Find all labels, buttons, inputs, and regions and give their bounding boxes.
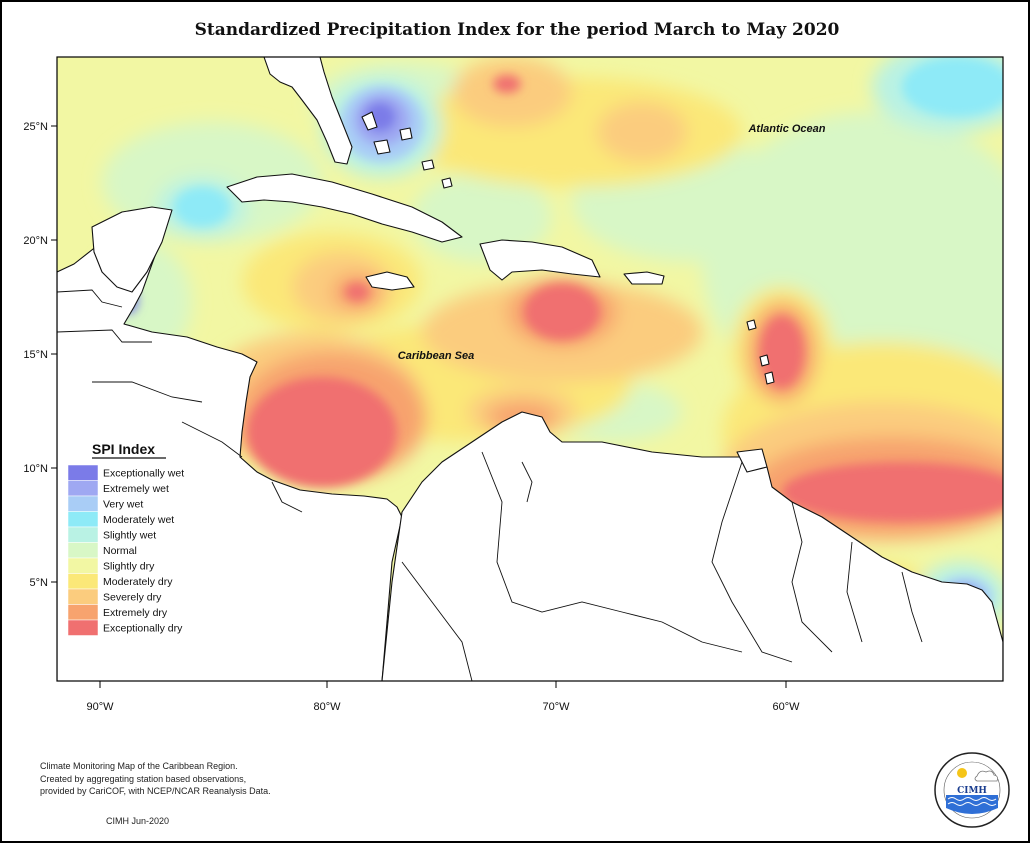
lat-axis: 25°N 20°N 15°N 10°N 5°N <box>23 121 57 589</box>
legend-label: Extremely wet <box>103 483 169 495</box>
legend-swatch <box>67 573 99 590</box>
footer-line-1: Climate Monitoring Map of the Caribbean … <box>40 761 238 771</box>
legend-items: Exceptionally wet Extremely wet Very wet Mo… <box>67 464 184 636</box>
legend-label: Normal <box>103 545 137 557</box>
footer-date: CIMH Jun-2020 <box>106 816 170 826</box>
lon-label-70w: 70°W <box>542 701 570 713</box>
atlantic-ocean-label: Atlantic Ocean <box>747 123 825 135</box>
legend-swatch <box>67 480 99 497</box>
legend-swatch <box>67 464 99 481</box>
legend-label: Severely dry <box>103 592 162 604</box>
cimh-logo: CIMH <box>934 752 1010 828</box>
lat-label-25n: 25°N <box>23 121 48 133</box>
lat-label-5n: 5°N <box>30 577 49 589</box>
footer-line-2: Created by aggregating station based obs… <box>40 773 247 784</box>
legend-swatch <box>67 542 99 559</box>
sun-icon <box>957 768 967 778</box>
lon-label-90w: 90°W <box>86 701 114 713</box>
plot-border <box>56 56 1004 682</box>
legend-swatch <box>67 495 99 512</box>
spi-field <box>57 57 1003 681</box>
legend-label: Slightly dry <box>103 561 155 573</box>
legend-label: Slightly wet <box>103 530 156 542</box>
caribbean-sea-label: Caribbean Sea <box>398 350 474 362</box>
lat-label-10n: 10°N <box>23 463 48 475</box>
legend-label: Exceptionally wet <box>103 468 184 480</box>
legend-label: Extremely dry <box>103 607 168 619</box>
logo-abbr: CIMH <box>957 786 987 796</box>
legend-swatch <box>67 511 99 528</box>
footer-note: Climate Monitoring Map of the Caribbean … <box>40 760 271 798</box>
legend-label: Very wet <box>103 499 143 511</box>
lat-label-15n: 15°N <box>23 349 48 361</box>
footer-line-3: provided by CariCOF, with NCEP/NCAR Rean… <box>40 786 271 796</box>
legend-swatch <box>67 526 99 543</box>
lat-label-20n: 20°N <box>23 235 48 247</box>
legend-swatch <box>67 604 99 621</box>
lon-axis: 90°W 80°W 70°W 60°W <box>86 681 800 713</box>
cloud-icon <box>974 770 998 782</box>
legend-swatch <box>67 588 99 605</box>
lon-label-80w: 80°W <box>313 701 341 713</box>
lon-label-60w: 60°W <box>772 701 800 713</box>
legend-label: Moderately dry <box>103 576 173 588</box>
legend-label: Moderately wet <box>103 514 174 526</box>
borders <box>57 289 923 681</box>
spi-legend: SPI Index Exceptionally wet Extremely wet… <box>67 441 184 636</box>
map-title: Standardized Precipitation Index for the… <box>194 20 840 40</box>
legend-swatch <box>67 557 99 574</box>
legend-swatch <box>67 619 99 636</box>
land-masses <box>57 57 1003 681</box>
legend-label: Exceptionally dry <box>103 623 183 635</box>
legend-title: SPI Index <box>92 441 155 457</box>
